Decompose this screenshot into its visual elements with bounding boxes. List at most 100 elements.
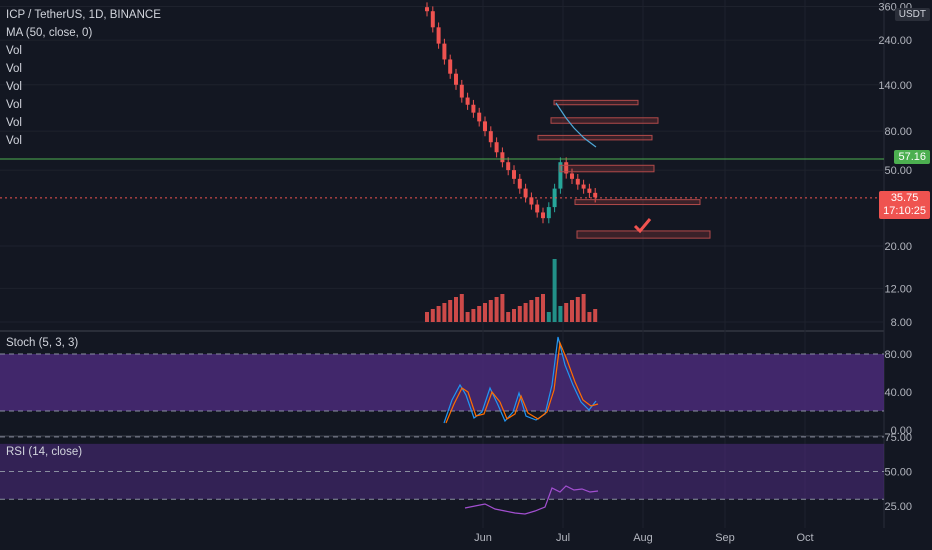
volume-bar [454,297,458,322]
candle-body [430,11,435,28]
price-tick-label: 50.00 [884,165,912,177]
candle-body [465,97,470,105]
candle-body [535,204,540,213]
candle-body [570,173,574,179]
price-tick-label: 80.00 [884,126,912,138]
volume-bar [570,300,574,322]
candle-body [517,178,522,189]
candle-body [546,207,551,219]
supply-zone [553,99,639,106]
supply-zone [559,164,655,173]
rsi-tick-label: 25.00 [884,501,912,513]
vol-legend-3[interactable]: Vol [6,81,22,93]
volume-bar [500,294,505,322]
rsi-tick-label: 50.00 [884,467,912,479]
volume-bar [488,300,493,322]
volume-bar [471,309,476,322]
price-tick-label: 140.00 [878,80,912,92]
candle-body [593,192,598,198]
bar-countdown: 17:10:25 [883,205,926,217]
volume-bar [581,294,586,322]
stoch-k-line [443,336,597,424]
stoch-d-line [445,340,599,424]
volume-bar [587,312,592,322]
volume-bar [558,306,563,322]
candle-body [471,104,476,113]
volume-bar [541,294,545,322]
candle-body [512,170,516,179]
candle-body [500,152,505,163]
vol-legend-6[interactable]: Vol [6,135,22,147]
level-price-label: 57.16 [894,150,930,164]
volume-bar [523,303,528,322]
candle-body [488,131,493,143]
volume-bar [535,297,540,322]
candle-body [448,59,453,74]
volume-bar [477,306,482,322]
vol-legend-2[interactable]: Vol [6,63,22,75]
stoch-tick-label: 0.00 [891,425,912,437]
volume-bar [529,300,534,322]
price-tick-label: 8.00 [891,317,912,329]
volume-bar [517,306,522,322]
checkmark-icon [633,218,652,234]
ma-line [555,102,597,148]
candle-body [425,7,429,12]
candle-body [506,162,511,171]
stoch-tick-label: 80.00 [884,349,912,361]
time-tick-label: Sep [715,532,735,544]
time-tick-label: Jun [474,532,492,544]
candle-body [581,184,586,189]
vol-legend-4[interactable]: Vol [6,99,22,111]
volume-bar [552,259,557,322]
candle-body [454,73,458,85]
rsi-tick-label: 75.00 [884,432,912,444]
stoch-legend[interactable]: Stoch (5, 3, 3) [6,337,79,349]
candle-body [436,27,441,44]
volume-bar [546,312,551,322]
volume-bar [425,312,429,322]
chart-legend: ICP / TetherUS, 1D, BINANCE MA (50, clos… [6,6,161,150]
candle-body [483,121,487,132]
volume-bar [593,309,598,322]
candle-body [442,43,447,60]
symbol-title[interactable]: ICP / TetherUS, 1D, BINANCE [6,9,161,21]
vol-legend-1[interactable]: Vol [6,45,22,57]
supply-zone [576,230,711,239]
candle-body [477,112,482,122]
candle-body [552,188,557,208]
price-tick-label: 12.00 [884,283,912,295]
volume-bar [494,297,499,322]
volume-bar [564,303,569,322]
price-tick-label: 20.00 [884,241,912,253]
volume-bar [442,303,447,322]
last-price-value: 35.75 [890,192,919,204]
rsi-line [464,485,599,515]
rsi-legend[interactable]: RSI (14, close) [6,446,83,458]
volume-bar [459,294,464,322]
candle-body [575,178,580,185]
candle-body [541,212,545,219]
stoch-tick-label: 40.00 [884,387,912,399]
volume-bar [512,309,516,322]
time-tick-label: Aug [633,532,653,544]
last-price-label: 35.75 17:10:25 [879,191,930,219]
currency-badge[interactable]: USDT [894,8,930,21]
volume-bar [506,312,511,322]
volume-bar [465,312,470,322]
candle-body [558,162,563,189]
ma-legend[interactable]: MA (50, close, 0) [6,27,93,39]
stoch-band [0,354,884,411]
volume-bar [436,306,441,322]
supply-zone [537,134,653,141]
time-tick-label: Oct [796,532,813,544]
volume-bar [448,300,453,322]
candle-body [459,84,464,98]
candle-body [494,142,499,153]
supply-zone [574,199,701,206]
volume-bar [575,297,580,322]
volume-bar [430,309,435,322]
vol-legend-5[interactable]: Vol [6,117,22,129]
candle-body [529,197,534,205]
